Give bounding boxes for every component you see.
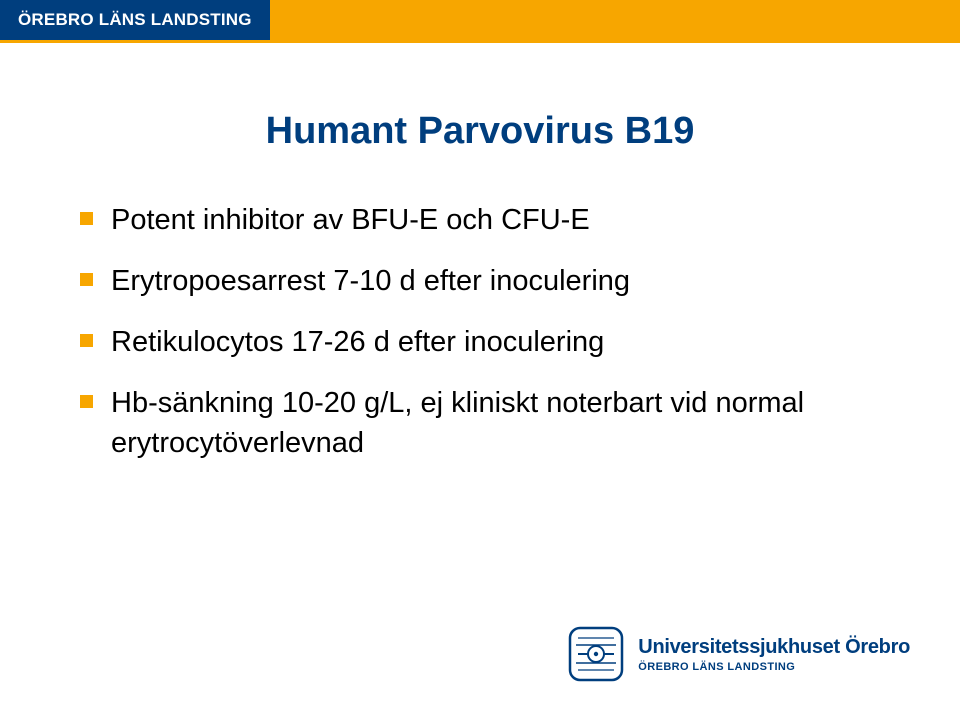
footer-logo-text: Universitetssjukhuset Örebro ÖREBRO LÄNS… xyxy=(638,636,910,673)
header-org-text: ÖREBRO LÄNS LANDSTING xyxy=(18,10,252,30)
list-item: Hb-sänkning 10-20 g/L, ej kliniskt noter… xyxy=(80,384,880,462)
list-item: Potent inhibitor av BFU-E och CFU-E xyxy=(80,201,880,240)
page-title: Humant Parvovirus B19 xyxy=(80,110,880,153)
header-orange-stripe xyxy=(270,0,960,40)
bullet-text: Hb-sänkning 10-20 g/L, ej kliniskt noter… xyxy=(111,384,880,462)
header-org-block: ÖREBRO LÄNS LANDSTING xyxy=(0,0,270,40)
footer-logo-area: Universitetssjukhuset Örebro ÖREBRO LÄNS… xyxy=(568,626,910,682)
footer-title: Universitetssjukhuset Örebro xyxy=(638,636,910,659)
bullet-text: Erytropoesarrest 7-10 d efter inoculerin… xyxy=(111,262,630,301)
bullet-text: Retikulocytos 17-26 d efter inoculering xyxy=(111,323,604,362)
bullet-list: Potent inhibitor av BFU-E och CFU-E Eryt… xyxy=(80,201,880,463)
bullet-square-icon xyxy=(80,395,93,408)
hospital-logo-icon xyxy=(568,626,624,682)
bullet-square-icon xyxy=(80,273,93,286)
bullet-square-icon xyxy=(80,212,93,225)
bullet-square-icon xyxy=(80,334,93,347)
slide: ÖREBRO LÄNS LANDSTING Humant Parvovirus … xyxy=(0,0,960,712)
content-area: Humant Parvovirus B19 Potent inhibitor a… xyxy=(0,110,960,485)
footer-subtitle: ÖREBRO LÄNS LANDSTING xyxy=(638,661,910,673)
list-item: Erytropoesarrest 7-10 d efter inoculerin… xyxy=(80,262,880,301)
header-underline xyxy=(0,40,960,43)
list-item: Retikulocytos 17-26 d efter inoculering xyxy=(80,323,880,362)
bullet-text: Potent inhibitor av BFU-E och CFU-E xyxy=(111,201,590,240)
header-bar: ÖREBRO LÄNS LANDSTING xyxy=(0,0,960,40)
